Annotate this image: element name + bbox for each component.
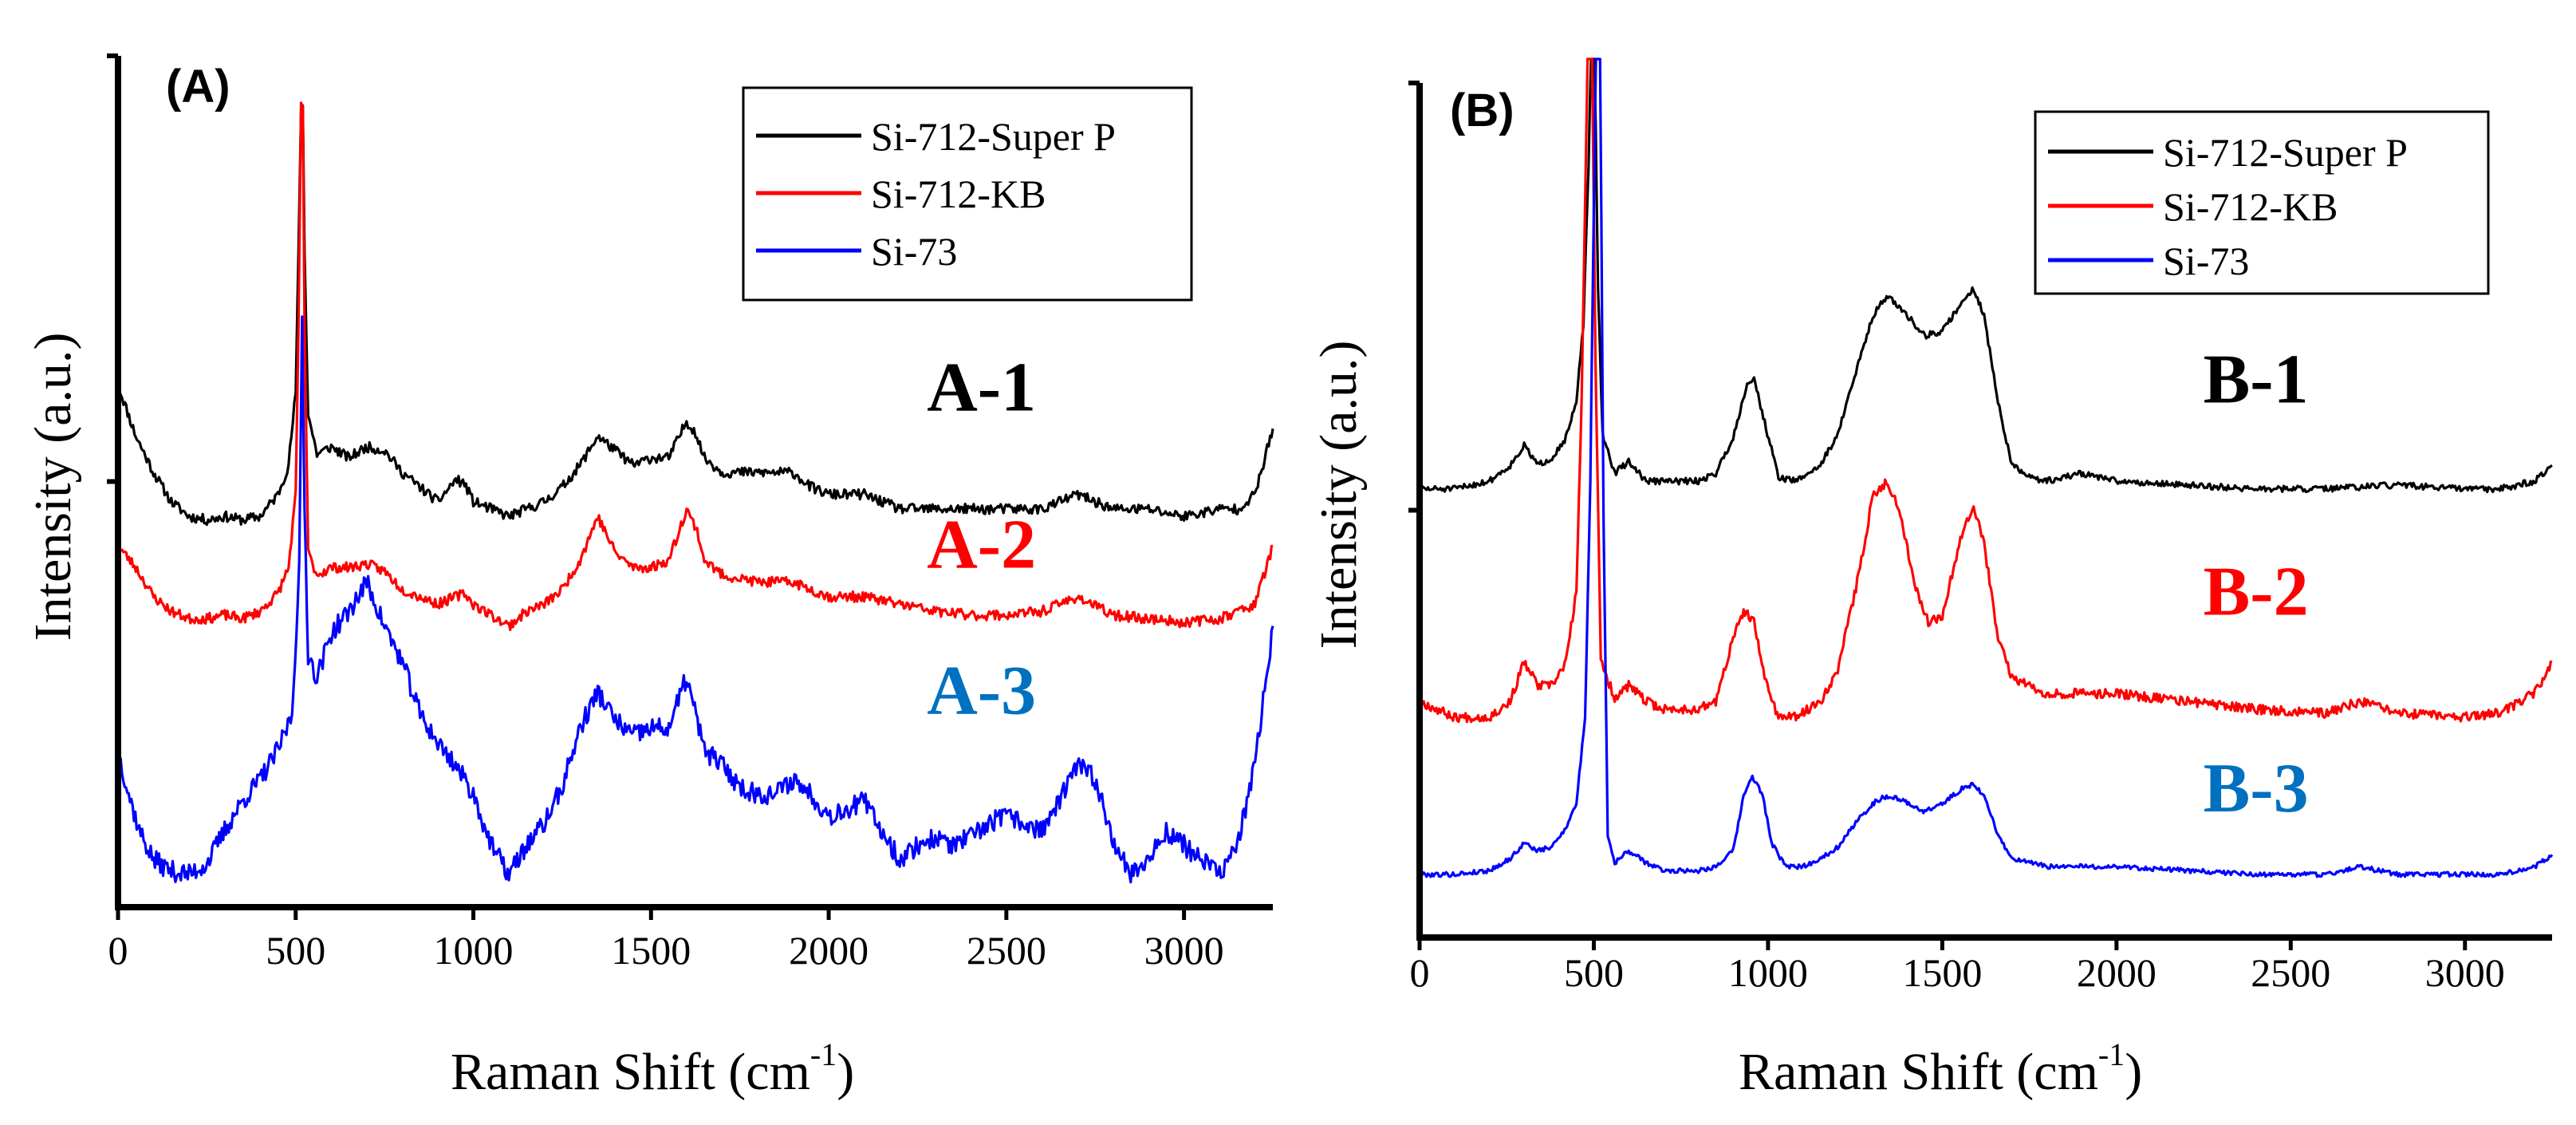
panel-b-x-axis-title-main: Raman Shift (cm bbox=[1739, 1043, 2098, 1101]
panel-b-x-tick-label-3000: 3000 bbox=[2425, 950, 2505, 995]
panel-a-trace-labels: A-1 A-2 A-3 bbox=[927, 349, 1036, 729]
panel-a-trace-label-1: A-1 bbox=[927, 349, 1036, 426]
panel-b-x-axis-title-close: ) bbox=[2125, 1043, 2142, 1101]
panel-a-series bbox=[116, 101, 1274, 884]
panel-b-x-tick-label-1500: 1500 bbox=[1902, 950, 1982, 995]
panel-a-trace-label-2: A-2 bbox=[927, 506, 1036, 583]
panel-a-x-tick-label-500: 500 bbox=[266, 928, 325, 973]
panel-a-series-1 bbox=[116, 104, 1274, 527]
panel-a-x-axis-title-main: Raman Shift (cm bbox=[451, 1043, 810, 1101]
panel-b-series-2 bbox=[1418, 57, 2553, 724]
panel-a-x-tick-label-0: 0 bbox=[108, 928, 128, 973]
panel-b-trace-label-2: B-2 bbox=[2204, 554, 2309, 631]
panel-a-legend: Si-712-Super P Si-712-KB Si-73 bbox=[742, 86, 1193, 302]
panel-a: 0 500 1000 1500 2000 2500 3000 (A) Si-712-Supe… bbox=[24, 53, 1274, 1101]
panel-a-axes: 0 500 1000 1500 2000 2500 3000 bbox=[107, 53, 1273, 973]
panel-a-legend-label-3: Si-73 bbox=[871, 229, 957, 274]
panel-b-trace-labels: B-1 B-2 B-3 bbox=[2204, 341, 2309, 827]
panel-b-x-tick-label-2500: 2500 bbox=[2251, 950, 2330, 995]
panel-b-series bbox=[1418, 57, 2554, 878]
panel-b-axes: 0 500 1000 1500 2000 2500 3000 bbox=[1408, 81, 2552, 995]
panel-a-letter: (A) bbox=[166, 61, 230, 112]
panel-a-x-axis-title: Raman Shift (cm-1) bbox=[451, 1036, 854, 1101]
panel-b-legend-label-2: Si-712-KB bbox=[2163, 184, 2338, 229]
panel-a-x-tick-label-3000: 3000 bbox=[1144, 928, 1224, 973]
panel-b-legend-label-1: Si-712-Super P bbox=[2163, 130, 2408, 175]
panel-b-x-tick-label-2000: 2000 bbox=[2077, 950, 2157, 995]
panel-b-legend-box bbox=[2034, 110, 2490, 295]
panel-b-x-tick-label-0: 0 bbox=[1410, 950, 1430, 995]
panel-b: 0 500 1000 1500 2000 2500 3000 (B) Si-712-Supe… bbox=[1310, 57, 2554, 1101]
panel-a-legend-label-1: Si-712-Super P bbox=[871, 114, 1116, 159]
panel-a-x-axis-title-close: ) bbox=[837, 1043, 854, 1101]
panel-a-y-axis-title: Intensity (a.u.) bbox=[24, 333, 82, 641]
panel-b-legend: Si-712-Super P Si-712-KB Si-73 bbox=[2034, 110, 2490, 295]
panel-b-letter: (B) bbox=[1450, 85, 1514, 136]
panel-a-series-3 bbox=[116, 315, 1274, 884]
panel-b-series-1 bbox=[1418, 57, 2553, 494]
panel-b-x-axis-title-sup: -1 bbox=[2098, 1036, 2125, 1072]
panel-a-x-tick-label-1000: 1000 bbox=[434, 928, 514, 973]
panel-b-x-tick-label-500: 500 bbox=[1564, 950, 1624, 995]
panel-a-x-tick-label-1500: 1500 bbox=[611, 928, 691, 973]
panel-b-series-3 bbox=[1418, 57, 2554, 878]
panel-a-trace-label-3: A-3 bbox=[927, 652, 1036, 729]
panel-a-x-axis-title-sup: -1 bbox=[810, 1036, 837, 1072]
panel-a-x-tick-label-2500: 2500 bbox=[967, 928, 1046, 973]
panel-b-x-axis-title: Raman Shift (cm-1) bbox=[1739, 1036, 2142, 1101]
panel-a-series-2 bbox=[116, 101, 1274, 631]
panel-b-y-axis-title: Intensity (a.u.) bbox=[1310, 341, 1368, 649]
panel-a-legend-label-2: Si-712-KB bbox=[871, 172, 1046, 216]
panel-b-trace-label-3: B-3 bbox=[2204, 750, 2309, 827]
panel-a-legend-box bbox=[742, 86, 1193, 302]
panel-a-x-tick-label-2000: 2000 bbox=[789, 928, 869, 973]
panel-b-legend-label-3: Si-73 bbox=[2163, 239, 2249, 283]
panel-b-trace-label-1: B-1 bbox=[2204, 341, 2309, 418]
panel-b-x-tick-label-1000: 1000 bbox=[1728, 950, 1808, 995]
